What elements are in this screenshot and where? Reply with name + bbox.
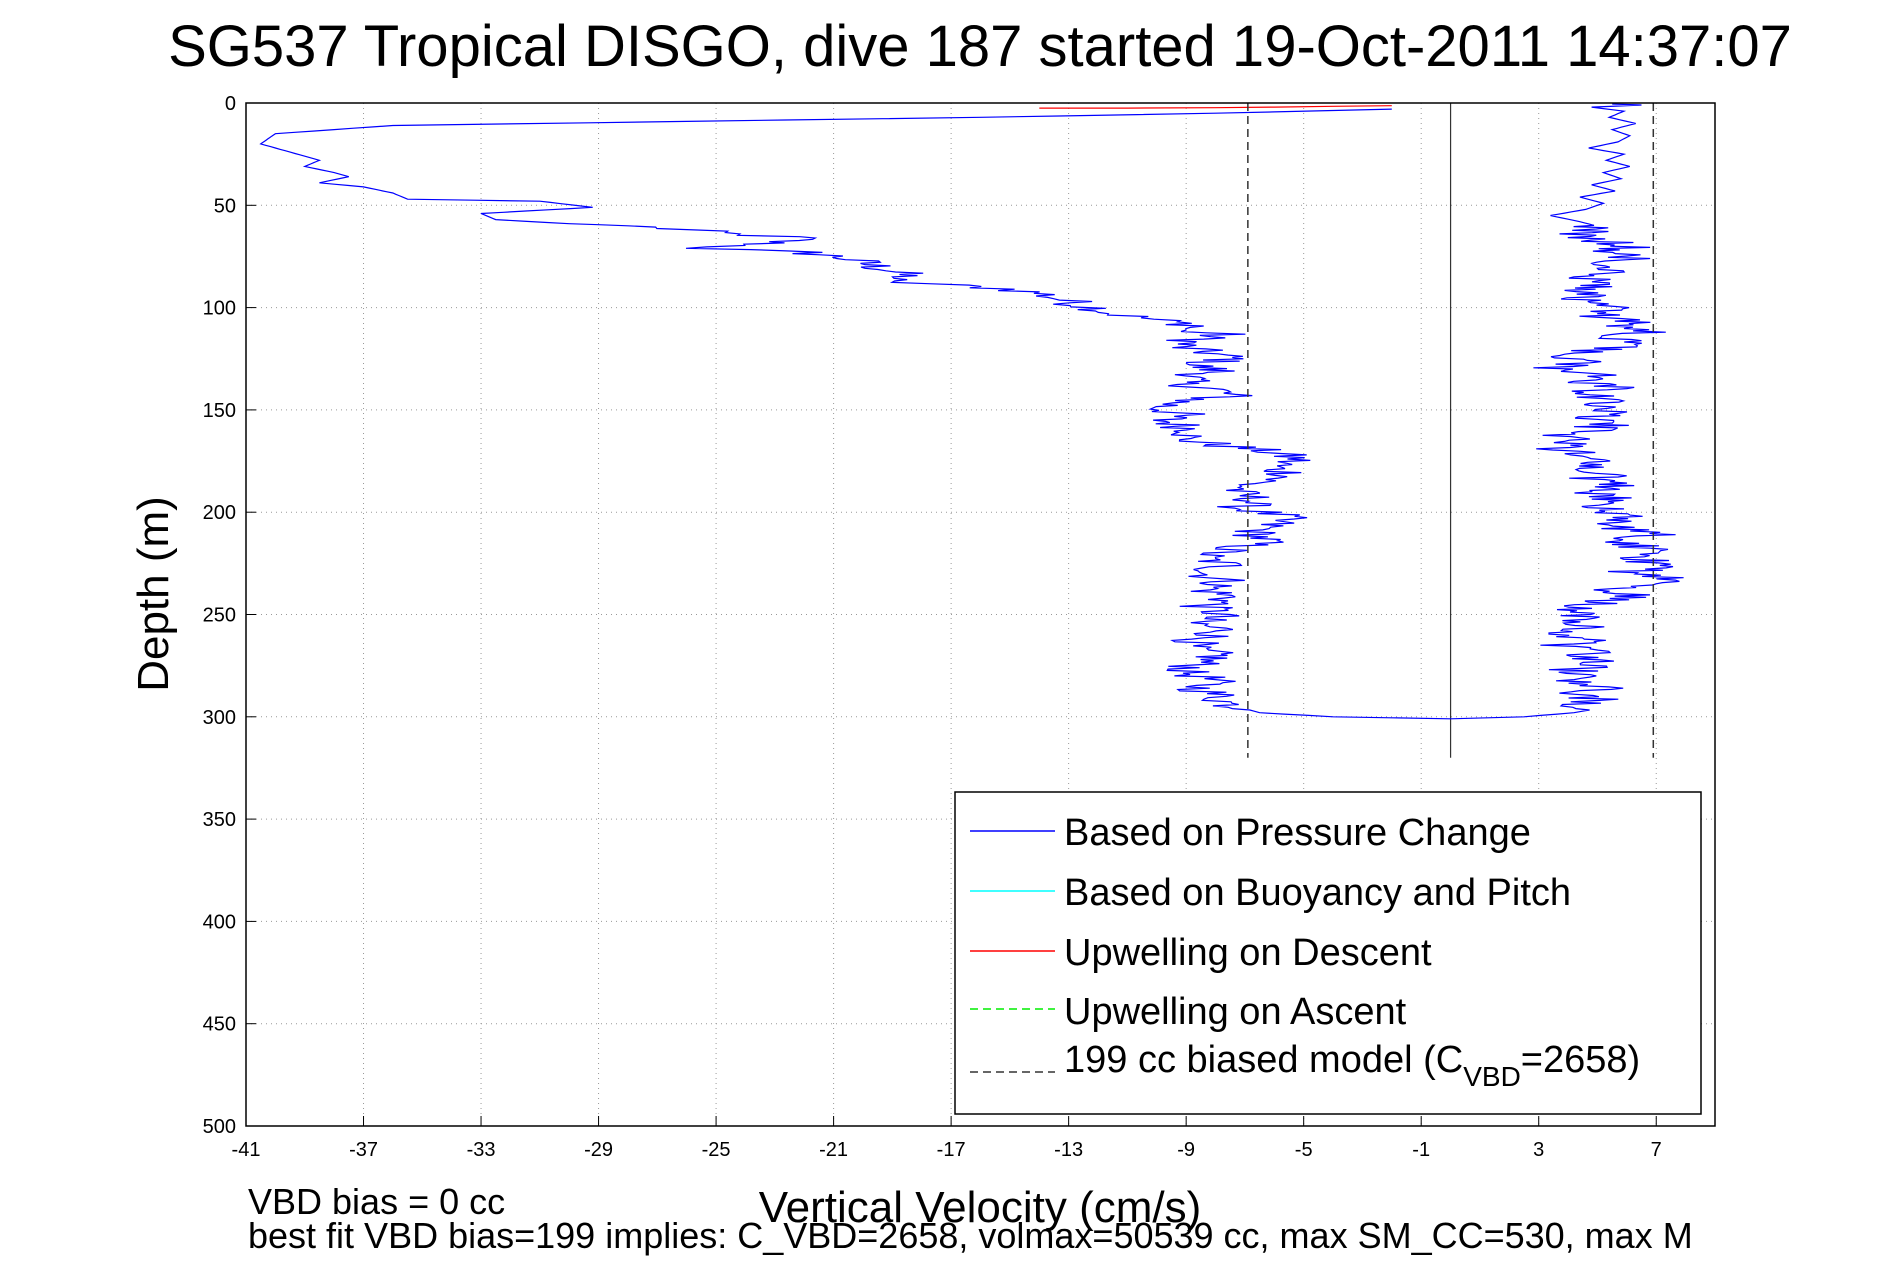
- legend-entry-buoyancy: Based on Buoyancy and Pitch: [1064, 872, 1571, 914]
- legend-entry-upwelling-ascent: Upwelling on Ascent: [1064, 991, 1407, 1033]
- y-tick-label: 250: [203, 605, 236, 627]
- legend-biased-model-suffix: =2658): [1521, 1039, 1640, 1081]
- x-tick-label: -33: [467, 1139, 496, 1161]
- series-line-0: [259, 103, 1684, 720]
- series-line-2: [1039, 105, 1392, 109]
- x-tick-label: -1: [1412, 1139, 1430, 1161]
- y-tick-label: 300: [203, 707, 236, 729]
- legend-biased-model-sub: VBD: [1463, 1061, 1521, 1092]
- x-tick-label: 7: [1651, 1139, 1662, 1161]
- x-tick-label: -21: [819, 1139, 848, 1161]
- x-tick-label: -41: [232, 1139, 261, 1161]
- x-tick-label: -25: [702, 1139, 731, 1161]
- x-tick-label: 3: [1533, 1139, 1544, 1161]
- legend: Based on Pressure Change Based on Buoyan…: [954, 791, 1702, 1115]
- footer-line2: best fit VBD bias=199 implies: C_VBD=265…: [248, 1215, 1693, 1256]
- y-tick-label: 400: [203, 911, 236, 933]
- y-tick-label: 350: [203, 809, 236, 831]
- plot-series: [259, 103, 1684, 758]
- y-tick-label: 450: [203, 1014, 236, 1036]
- y-tick-label: 0: [225, 93, 236, 115]
- x-tick-label: -5: [1295, 1139, 1313, 1161]
- y-tick-label: 150: [203, 400, 236, 422]
- legend-biased-model-main: 199 cc biased model (C: [1064, 1039, 1463, 1081]
- y-tick-label: 50: [214, 195, 236, 217]
- y-axis-label: Depth (m): [129, 496, 178, 692]
- legend-entry-biased-model: 199 cc biased model (CVBD=2658): [1064, 1039, 1640, 1092]
- legend-entry-pressure: Based on Pressure Change: [1064, 812, 1531, 854]
- x-tick-label: -37: [349, 1139, 378, 1161]
- legend-box: [954, 791, 1702, 1115]
- y-tick-label: 200: [203, 502, 236, 524]
- y-tick-label: 100: [203, 298, 236, 320]
- footer-line1: VBD bias = 0 cc: [248, 1181, 505, 1222]
- x-tick-label: -29: [584, 1139, 613, 1161]
- chart-title: SG537 Tropical DISGO, dive 187 started 1…: [168, 14, 1792, 79]
- x-axis-label: Vertical Velocity (cm/s): [759, 1183, 1202, 1232]
- legend-entry-upwelling-descent: Upwelling on Descent: [1064, 932, 1432, 974]
- x-tick-label: -17: [937, 1139, 966, 1161]
- y-tick-label: 500: [203, 1116, 236, 1138]
- x-tick-label: -9: [1177, 1139, 1195, 1161]
- grid: [246, 103, 1715, 1126]
- x-tick-label: -13: [1054, 1139, 1083, 1161]
- axis-ticks: -41 -37 -33 -29 -25 -21 -17 -13 -9 -5 -1 3 705010015…: [203, 93, 1662, 1161]
